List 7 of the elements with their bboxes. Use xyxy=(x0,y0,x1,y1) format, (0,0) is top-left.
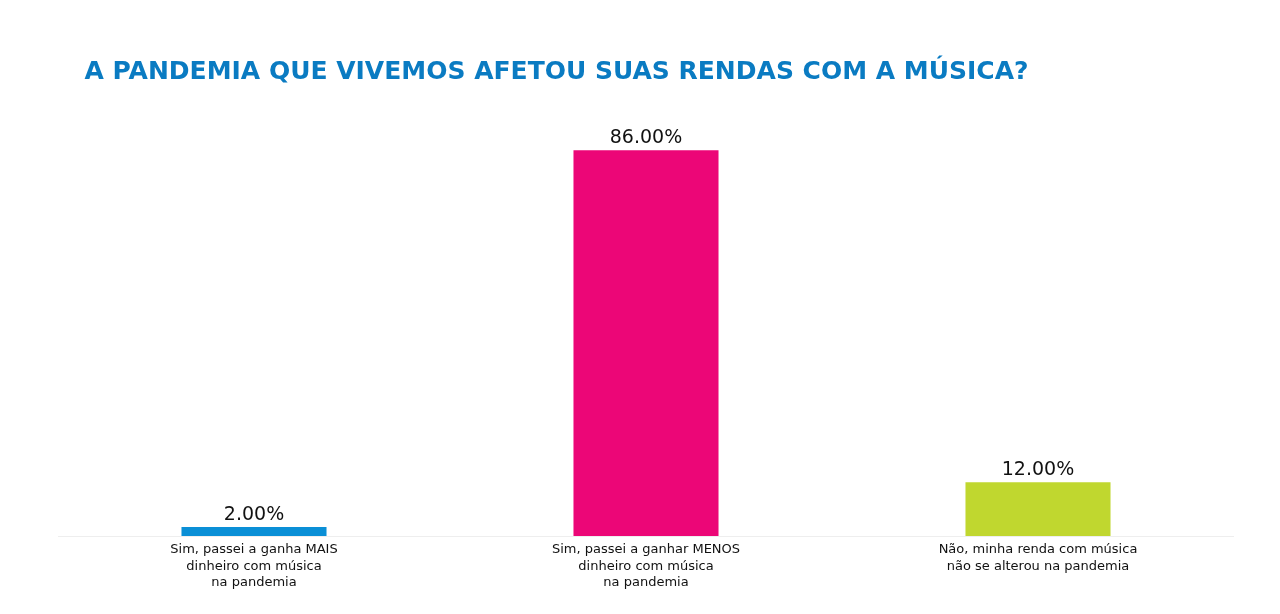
chart-title: A PANDEMIA QUE VIVEMOS AFETOU SUAS RENDAS COM A MÚSICA? xyxy=(84,54,1029,85)
data-label: 12.00% xyxy=(1001,457,1075,480)
x-tick-label: Sim, passei a ganha MAIS dinheiro com música na pandemia xyxy=(170,540,338,590)
x-tick-label: Não, minha renda com música não se alterou na pandemia xyxy=(938,540,1138,573)
x-tick-label: Sim, passei a ganhar MENOS dinheiro com música na pandemia xyxy=(551,540,741,590)
data-label: 2.00% xyxy=(223,502,285,525)
data-label: 86.00% xyxy=(609,125,683,148)
